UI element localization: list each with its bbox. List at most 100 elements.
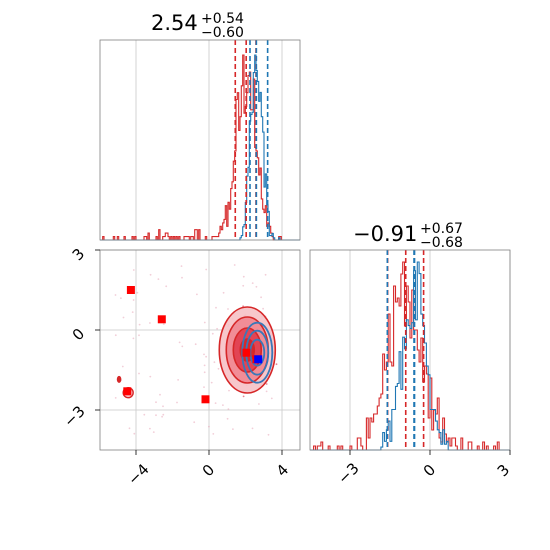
scatter-point: [210, 381, 213, 384]
scatter-point: [161, 415, 164, 418]
scatter-point: [159, 393, 161, 396]
scatter-point: [267, 433, 270, 436]
tick-label-x-0: 0: [199, 461, 218, 480]
histogram-curve-red: [100, 54, 300, 241]
scatter-point: [275, 363, 278, 366]
scatter-point: [122, 316, 125, 319]
scatter-point: [264, 273, 267, 276]
title-plus-param-1: +0.54: [201, 11, 244, 27]
scatter-point: [265, 383, 268, 385]
scatter-point: [255, 285, 258, 288]
scatter-point: [203, 321, 206, 324]
hist-panel-param-2: −0.91 +0.67 −0.68: [309, 221, 511, 451]
scatter-point: [260, 296, 262, 299]
scatter-point: [138, 323, 141, 326]
scatter-point: [270, 397, 273, 400]
scatter-point: [222, 404, 224, 406]
scatter-point: [131, 311, 134, 313]
scatter-point: [193, 421, 196, 424]
scatter-point: [176, 401, 178, 404]
scatter-point: [196, 293, 198, 296]
scatter-point: [155, 401, 157, 404]
scatter-point: [251, 427, 254, 430]
joint-y-ticks: 3 0 −3: [60, 245, 100, 431]
scatter-point: [149, 427, 151, 430]
blue-square-marker: [254, 355, 263, 364]
histogram-curve-blue: [100, 54, 300, 241]
scatter-point: [157, 278, 160, 280]
tick-label-y-neg3: −3: [60, 402, 88, 430]
red-square-marker: [123, 387, 132, 396]
scatter-point: [132, 299, 135, 301]
scatter-point: [162, 405, 164, 408]
scatter-point: [181, 276, 183, 279]
scatter-point: [242, 275, 245, 278]
scatter-point: [203, 364, 206, 367]
scatter-point: [180, 265, 183, 267]
scatter-point: [121, 365, 124, 368]
tick-label-y-3: 3: [69, 245, 88, 264]
scatter-point: [215, 306, 217, 309]
scatter-point: [165, 285, 168, 288]
scatter-point: [181, 345, 184, 348]
joint-x-ticks: −4 0 4: [124, 450, 292, 489]
scatter-point: [205, 355, 208, 358]
scatter-point: [162, 413, 165, 416]
hist-panel-param-1: 2.54 +0.54 −0.60: [99, 11, 301, 241]
red-square-marker: [157, 315, 166, 324]
red-contour-outlier: [116, 375, 122, 383]
scatter-point: [132, 269, 135, 271]
scatter-point: [178, 341, 181, 344]
tick-label-x-3-b: 3: [494, 461, 513, 480]
scatter-point: [143, 413, 146, 416]
scatter-point: [149, 375, 152, 378]
scatter-point: [208, 425, 210, 428]
hist-frame-param-1: [99, 39, 301, 241]
title-minus-param-1: −0.60: [201, 25, 244, 41]
scatter-point: [203, 353, 205, 356]
scatter-point: [203, 371, 206, 374]
scatter-point: [211, 332, 214, 335]
scatter-point: [203, 386, 205, 388]
title-value-param-1: 2.54: [151, 11, 198, 35]
scatter-point: [232, 428, 234, 430]
scatter-point: [227, 308, 229, 310]
title-minus-param-2: −0.68: [420, 235, 463, 251]
tick-label-x-0-b: 0: [420, 461, 439, 480]
scatter-point: [251, 282, 254, 284]
red-square-marker: [201, 395, 210, 404]
scatter-point: [258, 403, 260, 405]
scatter-point: [152, 431, 155, 433]
scatter-point: [228, 389, 230, 392]
scatter-point: [138, 334, 140, 337]
scatter-point: [222, 291, 225, 294]
scatter-point: [216, 327, 219, 330]
title-plus-param-2: +0.67: [420, 221, 463, 237]
scatter-point: [194, 343, 197, 346]
scatter-point: [149, 273, 152, 276]
scatter-point: [136, 291, 139, 294]
joint-panel: [99, 249, 301, 451]
hist-frame-param-2: [309, 249, 511, 451]
scatter-point: [155, 414, 157, 417]
scatter-point: [213, 361, 216, 364]
scatter-point: [214, 402, 217, 404]
tick-label-x-4: 4: [273, 461, 292, 480]
scatter-point: [138, 372, 140, 375]
scatter-point: [114, 397, 117, 399]
scatter-point: [114, 294, 117, 296]
scatter-point: [265, 390, 268, 393]
scatter-point: [132, 337, 135, 340]
scatter-point: [242, 395, 245, 398]
scatter-point: [120, 297, 122, 300]
red-square-marker: [242, 348, 251, 357]
red-square-marker: [126, 286, 135, 294]
tick-label-x-neg4: −4: [124, 460, 152, 488]
scatter-point: [177, 379, 180, 381]
scatter-point: [226, 417, 229, 420]
tick-label-y-0: 0: [69, 325, 88, 344]
blue-contour-level-1: [241, 321, 274, 384]
scatter-point: [205, 268, 208, 271]
joint-frame: [99, 249, 301, 451]
title-value-param-2: −0.91: [353, 222, 417, 246]
